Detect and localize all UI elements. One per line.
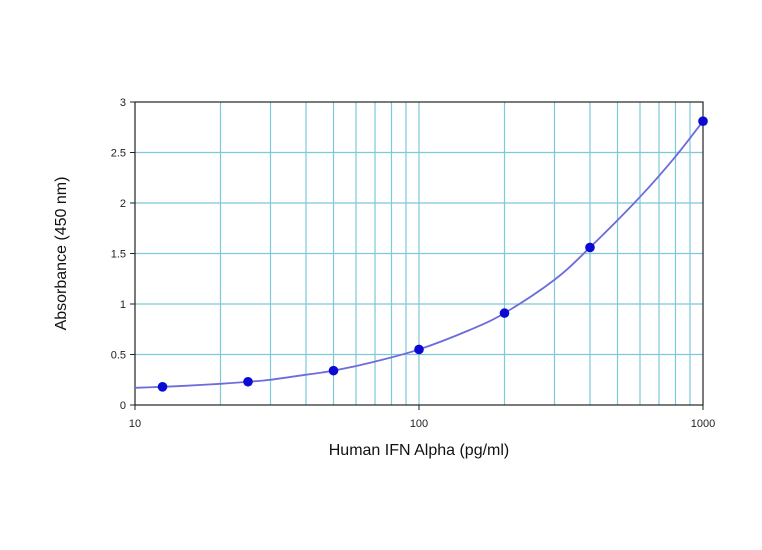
y-tick-label-3: 1.5: [111, 249, 126, 261]
x-axis-tick-labels: 10 100 1000: [129, 418, 715, 430]
data-point-1: [243, 376, 253, 387]
data-point-2: [328, 365, 339, 376]
y-tick-label-6: 3: [120, 97, 126, 109]
data-point-3: [414, 344, 424, 355]
x-tick-label-1: 100: [410, 418, 428, 430]
y-tick-label-2: 1: [120, 299, 126, 311]
y-axis-tick-labels: 0 0.5 1 1.5 2 2.5 3: [111, 97, 126, 412]
y-tick-label-4: 2: [120, 198, 126, 210]
x-tick-label-2: 1000: [691, 418, 715, 430]
data-point-4: [499, 308, 510, 318]
data-point-6: [698, 116, 708, 126]
data-point-5: [585, 242, 595, 253]
data-point-0: [157, 382, 168, 392]
x-tick-label-0: 10: [129, 418, 141, 430]
y-axis-title: Absorbance (450 nm): [53, 177, 70, 331]
y-tick-label-0: 0: [120, 400, 126, 412]
axis-ticks: [130, 101, 704, 410]
y-tick-label-5: 2.5: [111, 148, 126, 160]
y-tick-label-1: 0.5: [111, 350, 126, 362]
data-points: [157, 116, 708, 392]
fit-curve-line: [134, 120, 704, 389]
grid-lines: [135, 102, 703, 405]
x-axis-title: Human IFN Alpha (pg/ml): [329, 442, 510, 459]
